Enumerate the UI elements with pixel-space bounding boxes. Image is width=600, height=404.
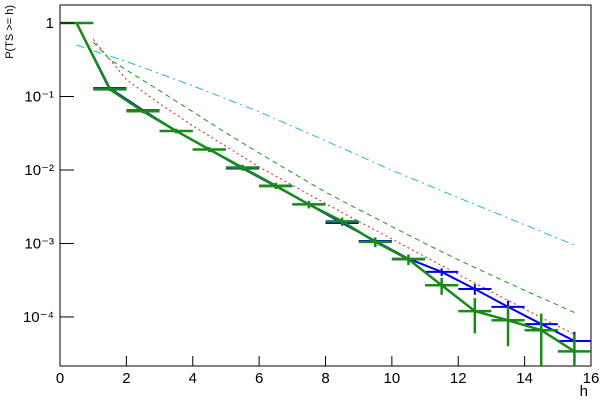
x-axis-label: h [580,383,588,400]
x-tick-label: 16 [583,370,600,387]
y-axis-label: P(TS >= h) [4,5,16,59]
series-line [76,44,575,246]
y-tick-label: 10⁻³ [24,235,54,252]
x-tick-label: 0 [56,370,64,387]
series-line [92,41,575,313]
x-tick-label: 4 [189,370,197,387]
y-tick-label: 1 [46,15,54,32]
x-tick-label: 14 [516,370,533,387]
plot-frame [59,4,592,367]
series-line [75,22,576,353]
x-tick-label: 12 [450,370,467,387]
plot-area [60,21,591,366]
series-line [92,39,575,335]
y-tick-label: 10⁻² [24,162,54,179]
x-tick-label: 8 [321,370,329,387]
x-tick-label: 6 [255,370,263,387]
y-tick-label: 10⁻⁴ [23,309,54,326]
x-tick-label: 10 [384,370,401,387]
x-tick-label: 2 [122,370,130,387]
y-tick-label: 10⁻¹ [24,89,54,106]
